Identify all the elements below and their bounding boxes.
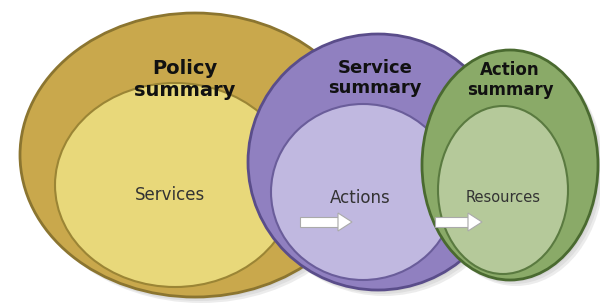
Ellipse shape xyxy=(426,54,600,284)
Text: Action
summary: Action summary xyxy=(467,61,553,99)
Ellipse shape xyxy=(271,104,455,280)
Ellipse shape xyxy=(438,106,568,274)
Ellipse shape xyxy=(250,36,510,292)
Bar xyxy=(435,217,468,227)
Text: Resources: Resources xyxy=(466,191,541,206)
Ellipse shape xyxy=(24,17,374,301)
Polygon shape xyxy=(338,213,352,231)
Ellipse shape xyxy=(55,83,295,287)
Text: Service
summary: Service summary xyxy=(328,59,422,97)
Ellipse shape xyxy=(252,38,512,294)
Bar xyxy=(300,217,338,227)
Ellipse shape xyxy=(248,34,508,290)
Ellipse shape xyxy=(22,15,372,299)
Ellipse shape xyxy=(428,56,600,286)
Text: Actions: Actions xyxy=(329,189,391,207)
Ellipse shape xyxy=(424,52,600,282)
Text: Services: Services xyxy=(135,186,205,204)
Polygon shape xyxy=(468,213,482,231)
Ellipse shape xyxy=(20,13,370,297)
Ellipse shape xyxy=(422,50,598,280)
Ellipse shape xyxy=(254,40,514,296)
Ellipse shape xyxy=(26,19,376,303)
Text: Policy
summary: Policy summary xyxy=(134,59,236,101)
